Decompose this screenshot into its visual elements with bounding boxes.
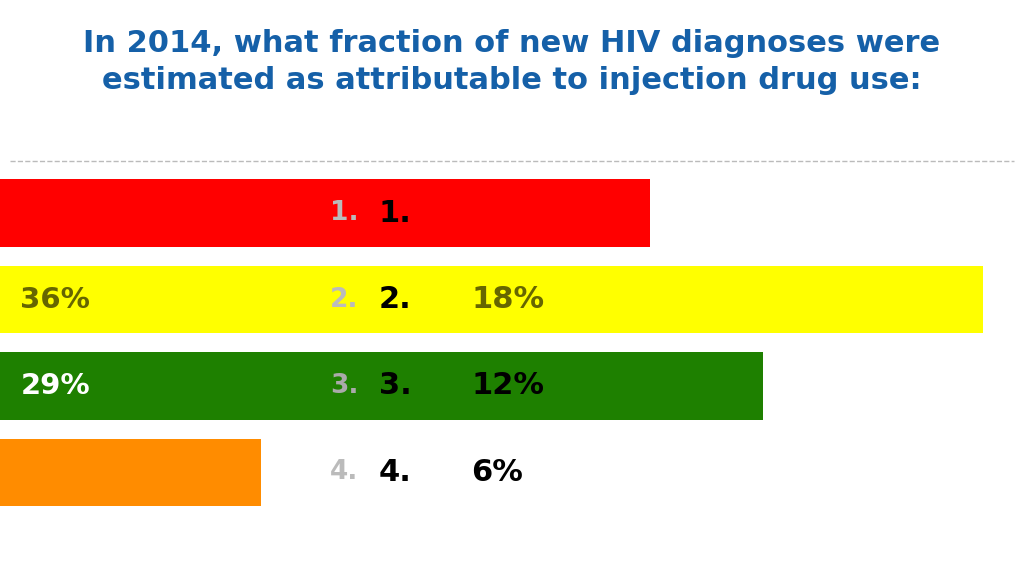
Text: In 2014, what fraction of new HIV diagnoses were
estimated as attributable to in: In 2014, what fraction of new HIV diagno… — [83, 29, 941, 95]
Text: 4.: 4. — [330, 459, 358, 486]
Text: 11%: 11% — [20, 458, 90, 486]
Text: 1.: 1. — [330, 200, 358, 226]
Bar — [0, 352, 763, 419]
Bar — [0, 180, 650, 247]
Text: 1.: 1. — [379, 199, 412, 228]
Text: 12%: 12% — [471, 372, 544, 400]
Bar — [0, 439, 261, 506]
Text: 24%: 24% — [471, 199, 544, 228]
Text: 6%: 6% — [471, 458, 523, 487]
Text: 29%: 29% — [20, 372, 90, 400]
Text: 25%: 25% — [20, 199, 90, 227]
Text: 2.: 2. — [379, 285, 412, 314]
Text: 18%: 18% — [471, 285, 544, 314]
Text: Slide 3 of 51: Slide 3 of 51 — [10, 547, 106, 562]
Bar — [0, 266, 983, 333]
Text: 36%: 36% — [20, 286, 90, 313]
Text: 2.: 2. — [330, 286, 358, 313]
Text: 3.: 3. — [330, 373, 358, 399]
Text: 4.: 4. — [379, 458, 412, 487]
Text: 3.: 3. — [379, 372, 412, 400]
